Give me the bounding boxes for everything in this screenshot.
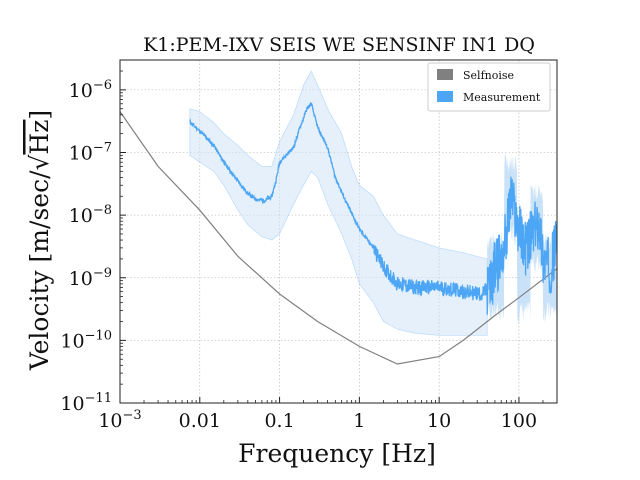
x-tick-label: 10−3 — [98, 408, 141, 432]
y-tick-label: 10−11 — [60, 391, 112, 415]
x-axis-label: Frequency [Hz] — [238, 439, 436, 468]
x-tick-label: 1 — [353, 410, 365, 432]
series-lines — [119, 101, 558, 365]
legend-swatch-selfnoise — [437, 69, 453, 80]
measurement-band — [189, 70, 557, 336]
measurement-line — [189, 101, 558, 315]
legend-box — [427, 62, 551, 112]
chart-title: K1:PEM-IXV SEIS WE SENSINF IN1 DQ — [143, 34, 535, 56]
y-tick-label: 10−6 — [69, 78, 112, 102]
x-tick-label: 0.1 — [264, 410, 294, 432]
x-axis-ticks: 10−3 0.01 0.1 1 10 100 — [98, 397, 558, 432]
x-tick-label: 0.01 — [179, 410, 221, 432]
x-tick-label: 10 — [427, 410, 451, 432]
y-tick-label: 10−9 — [69, 266, 112, 290]
y-axis-ticks: 10−11 10−10 10−9 10−8 10−7 10−6 — [60, 59, 126, 415]
selfnoise-line — [119, 111, 558, 365]
legend-label-selfnoise: Selfnoise — [463, 69, 514, 82]
y-tick-label: 10−10 — [60, 328, 112, 352]
y-axis-label: Velocity [m/sec/√Hz] — [25, 110, 54, 371]
measurement-hf-band — [487, 153, 557, 325]
y-tick-label: 10−8 — [69, 203, 112, 227]
y-tick-label: 10−7 — [69, 141, 112, 165]
plot-frame — [119, 59, 558, 404]
x-tick-label: 100 — [501, 410, 537, 432]
measurement-percentile-band — [189, 70, 488, 336]
legend-swatch-measurement — [437, 91, 453, 102]
legend: Selfnoise Measurement — [427, 62, 551, 112]
legend-label-measurement: Measurement — [463, 91, 541, 104]
